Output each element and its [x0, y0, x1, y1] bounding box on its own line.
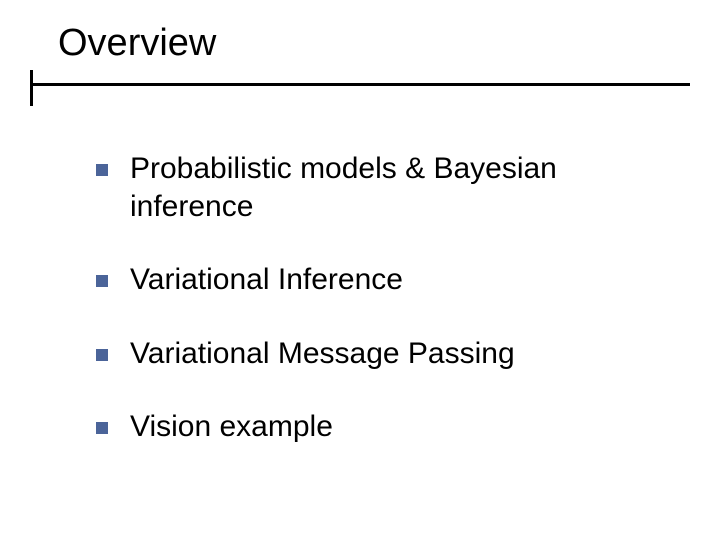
title-rule: [30, 83, 690, 86]
list-item: Vision example: [96, 408, 660, 446]
bullet-list: Probabilistic models & Bayesian inferenc…: [96, 150, 660, 482]
square-bullet-icon: [96, 164, 108, 176]
list-item: Variational Message Passing: [96, 335, 660, 373]
list-item-text: Probabilistic models & Bayesian inferenc…: [130, 150, 660, 225]
slide: Overview Probabilistic models & Bayesian…: [0, 0, 720, 540]
list-item: Variational Inference: [96, 261, 660, 299]
slide-title: Overview: [58, 22, 216, 65]
title-block: Overview: [58, 22, 216, 65]
list-item-text: Variational Inference: [130, 261, 403, 299]
square-bullet-icon: [96, 275, 108, 287]
square-bullet-icon: [96, 349, 108, 361]
list-item-text: Vision example: [130, 408, 333, 446]
list-item-text: Variational Message Passing: [130, 335, 515, 373]
list-item: Probabilistic models & Bayesian inferenc…: [96, 150, 660, 225]
title-rule-tick: [30, 70, 33, 106]
square-bullet-icon: [96, 422, 108, 434]
